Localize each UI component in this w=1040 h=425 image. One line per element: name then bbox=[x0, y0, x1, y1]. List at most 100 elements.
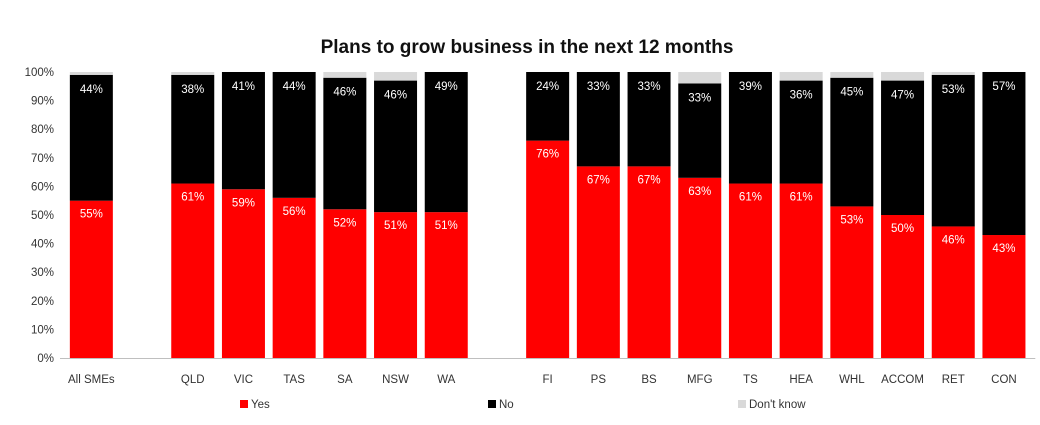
legend-label-yes: Yes bbox=[251, 399, 270, 411]
bar-no-con bbox=[982, 72, 1026, 236]
bar-yes-whl bbox=[830, 206, 874, 358]
bar-yes-nsw bbox=[374, 212, 418, 358]
x-tick-label: HEA bbox=[789, 374, 813, 386]
data-label-yes-qld: 61% bbox=[181, 192, 204, 204]
bar-no-bs bbox=[627, 72, 671, 167]
bar-yes-hea bbox=[779, 183, 823, 358]
x-tick-label: All SMEs bbox=[68, 374, 115, 386]
x-tick-label: QLD bbox=[181, 374, 205, 386]
y-tick-label: 60% bbox=[31, 181, 54, 193]
data-label-yes-whl: 53% bbox=[840, 214, 863, 226]
bar-don-t-know-sa bbox=[323, 72, 367, 78]
bar-yes-qld bbox=[171, 183, 215, 358]
bar-no-all-smes bbox=[69, 74, 113, 201]
data-label-yes-nsw: 51% bbox=[384, 220, 407, 232]
data-label-no-vic: 41% bbox=[232, 81, 255, 93]
bar-yes-accom bbox=[881, 215, 925, 358]
x-tick-label: ACCOM bbox=[881, 374, 924, 386]
bar-yes-tas bbox=[272, 197, 316, 358]
x-axis-categories: All SMEs QLD VIC TAS SA NSW WA FI PS BS MFG TS HEA WH… bbox=[68, 374, 1017, 386]
bar-no-whl bbox=[830, 77, 874, 207]
data-label-no-all-smes: 44% bbox=[80, 84, 103, 96]
x-tick-label: PS bbox=[591, 374, 607, 386]
legend-swatch-yes bbox=[240, 400, 248, 408]
bar-don-t-know-nsw bbox=[374, 72, 418, 81]
data-label-yes-all-smes: 55% bbox=[80, 209, 103, 221]
x-tick-label: FI bbox=[543, 374, 553, 386]
x-tick-label: VIC bbox=[234, 374, 253, 386]
bar-no-vic bbox=[221, 72, 265, 190]
bar-yes-ts bbox=[728, 183, 772, 358]
chart-title: Plans to grow business in the next 12 mo… bbox=[321, 37, 734, 58]
y-tick-label: 100% bbox=[25, 67, 54, 79]
bar-no-hea bbox=[779, 80, 823, 184]
bar-don-t-know-whl bbox=[830, 72, 874, 78]
bar-no-fi bbox=[526, 72, 570, 141]
data-label-no-ret: 53% bbox=[942, 84, 965, 96]
bar-no-wa bbox=[424, 72, 468, 213]
data-label-no-qld: 38% bbox=[181, 84, 204, 96]
data-label-no-con: 57% bbox=[992, 81, 1015, 93]
bar-yes-sa bbox=[323, 209, 367, 358]
data-label-yes-accom: 50% bbox=[891, 223, 914, 235]
bar-don-t-know-mfg bbox=[678, 72, 722, 84]
bar-yes-fi bbox=[526, 140, 570, 358]
data-label-no-bs: 33% bbox=[638, 81, 661, 93]
data-label-no-ts: 39% bbox=[739, 81, 762, 93]
bar-no-ps bbox=[576, 72, 620, 167]
x-tick-label: WA bbox=[437, 374, 455, 386]
y-tick-label: 80% bbox=[31, 124, 54, 136]
legend-swatch-don-t-know bbox=[738, 400, 746, 408]
y-tick-label: 30% bbox=[31, 267, 54, 279]
x-tick-label: RET bbox=[942, 374, 965, 386]
y-tick-label: 70% bbox=[31, 153, 54, 165]
data-label-no-hea: 36% bbox=[790, 90, 813, 102]
bar-don-t-know-accom bbox=[881, 72, 925, 81]
data-label-yes-sa: 52% bbox=[333, 217, 356, 229]
x-tick-label: SA bbox=[337, 374, 353, 386]
bars: 55% 44% 61% 38% 59% 41% 56% 44% 52% 46% 51% 46% 51% 4… bbox=[69, 72, 1026, 358]
bar-yes-mfg bbox=[678, 177, 722, 358]
y-tick-label: 90% bbox=[31, 96, 54, 108]
data-label-no-whl: 45% bbox=[840, 87, 863, 99]
x-tick-label: BS bbox=[641, 374, 657, 386]
legend-label-don-t-know: Don't know bbox=[749, 399, 806, 411]
data-label-no-ps: 33% bbox=[587, 81, 610, 93]
bar-no-ts bbox=[728, 72, 772, 184]
bar-no-ret bbox=[931, 74, 975, 227]
bar-don-t-know-hea bbox=[779, 72, 823, 81]
data-label-yes-mfg: 63% bbox=[688, 186, 711, 198]
bar-yes-all-smes bbox=[69, 200, 113, 358]
data-label-yes-con: 43% bbox=[992, 243, 1015, 255]
bar-no-qld bbox=[171, 74, 215, 184]
data-label-no-accom: 47% bbox=[891, 90, 914, 102]
data-label-yes-wa: 51% bbox=[435, 220, 458, 232]
y-tick-label: 0% bbox=[37, 353, 54, 365]
y-axis-ticks: 0% 10% 20% 30% 40% 50% 60% 70% 80% 90% 100% bbox=[25, 67, 54, 365]
x-tick-label: CON bbox=[991, 374, 1017, 386]
bar-yes-ret bbox=[931, 226, 975, 358]
legend: Yes No Don't know bbox=[240, 399, 806, 411]
x-tick-label: WHL bbox=[839, 374, 865, 386]
data-label-no-nsw: 46% bbox=[384, 90, 407, 102]
bar-no-sa bbox=[323, 77, 367, 210]
legend-swatch-no bbox=[488, 400, 496, 408]
bar-no-accom bbox=[881, 80, 925, 215]
bar-yes-wa bbox=[424, 212, 468, 358]
x-tick-label: TS bbox=[743, 374, 758, 386]
data-label-yes-tas: 56% bbox=[283, 206, 306, 218]
x-tick-label: MFG bbox=[687, 374, 713, 386]
data-label-yes-hea: 61% bbox=[790, 192, 813, 204]
data-label-yes-bs: 67% bbox=[638, 174, 661, 186]
data-label-no-fi: 24% bbox=[536, 81, 559, 93]
data-label-yes-ts: 61% bbox=[739, 192, 762, 204]
bar-no-nsw bbox=[374, 80, 418, 213]
data-label-no-tas: 44% bbox=[283, 81, 306, 93]
bar-yes-ps bbox=[576, 166, 620, 358]
y-tick-label: 20% bbox=[31, 296, 54, 308]
data-label-yes-ps: 67% bbox=[587, 174, 610, 186]
bar-yes-con bbox=[982, 235, 1026, 358]
data-label-yes-fi: 76% bbox=[536, 149, 559, 161]
y-tick-label: 50% bbox=[31, 210, 54, 222]
